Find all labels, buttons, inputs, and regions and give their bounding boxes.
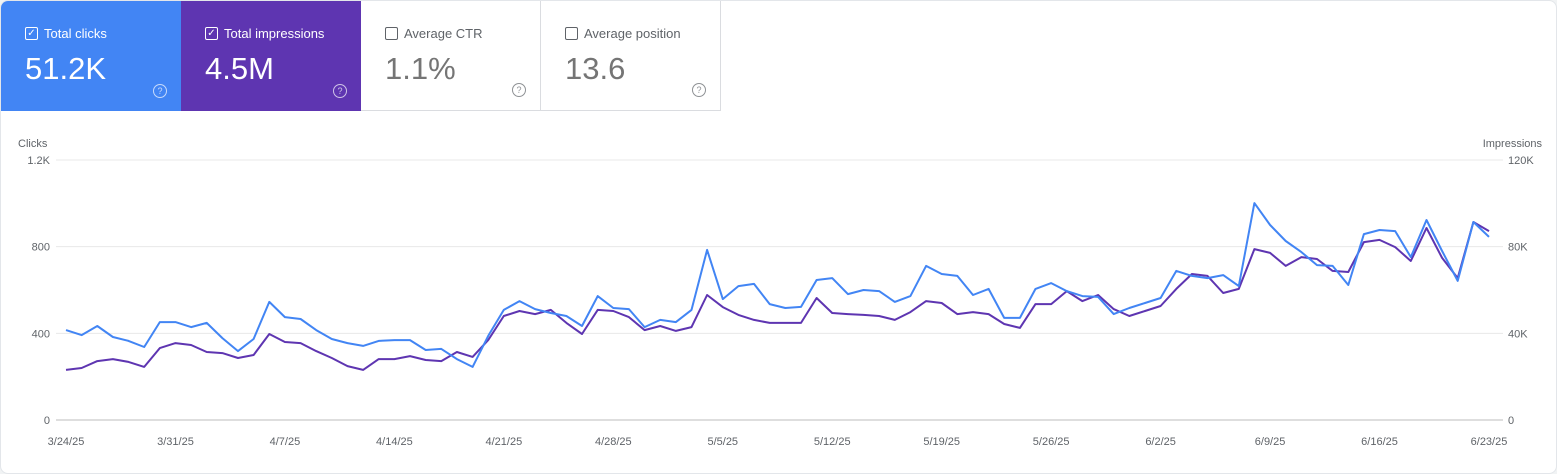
x-tick: 5/19/25 [923,436,960,448]
y-right-tick: 120K [1508,155,1534,167]
series-line-impressions [65,221,1490,371]
metric-card-total-clicks[interactable]: ✓ Total clicks 51.2K ? [1,1,181,111]
card-value: 4.5M [205,51,274,86]
y-right-tick: 80K [1508,242,1528,254]
question-circle-icon[interactable]: ? [153,84,167,98]
x-tick: 5/12/25 [814,436,851,448]
card-value: 51.2K [25,51,107,86]
y-left-tick: 1.2K [27,155,50,167]
y-right-tick: 40K [1508,328,1528,340]
x-tick: 4/7/25 [270,436,301,448]
checkbox-icon[interactable] [565,27,578,40]
x-tick: 6/23/25 [1471,436,1508,448]
x-tick: 6/2/25 [1145,436,1176,448]
left-axis-title: Clicks [18,138,48,150]
question-circle-icon[interactable]: ? [333,84,347,98]
metric-card-average-ctr[interactable]: Average CTR 1.1% ? [361,1,541,111]
card-label-text: Average position [584,26,681,41]
card-label: ✓ Total clicks [25,26,107,41]
series-line-clicks [65,202,1490,368]
card-label: ✓ Total impressions [205,26,324,41]
x-tick: 3/24/25 [48,436,85,448]
x-tick: 6/16/25 [1361,436,1398,448]
checkbox-icon[interactable] [385,27,398,40]
metric-card-total-impressions[interactable]: ✓ Total impressions 4.5M ? [181,1,361,111]
x-tick: 5/5/25 [707,436,738,448]
x-tick: 6/9/25 [1255,436,1286,448]
checkbox-checked-icon[interactable]: ✓ [205,27,218,40]
x-tick: 4/14/25 [376,436,413,448]
metric-cards: ✓ Total clicks 51.2K ? ✓ Total impressions … [1,1,721,111]
checkbox-checked-icon[interactable]: ✓ [25,27,38,40]
x-tick: 4/28/25 [595,436,632,448]
y-right-tick: 0 [1508,415,1514,427]
x-tick: 5/26/25 [1033,436,1070,448]
y-left-tick: 0 [44,415,50,427]
card-label: Average position [565,26,681,41]
card-label: Average CTR [385,26,483,41]
card-value: 13.6 [565,51,626,86]
right-axis-title: Impressions [1483,138,1543,150]
card-label-text: Average CTR [404,26,483,41]
card-label-text: Total clicks [44,26,107,41]
card-value: 1.1% [385,51,456,86]
card-label-text: Total impressions [224,26,325,41]
metric-card-average-position[interactable]: Average position 13.6 ? [541,1,721,111]
question-circle-icon[interactable]: ? [512,83,526,97]
y-left-tick: 800 [32,242,50,254]
x-tick: 4/21/25 [485,436,522,448]
question-circle-icon[interactable]: ? [692,83,706,97]
y-left-tick: 400 [32,328,50,340]
x-tick: 3/31/25 [157,436,194,448]
